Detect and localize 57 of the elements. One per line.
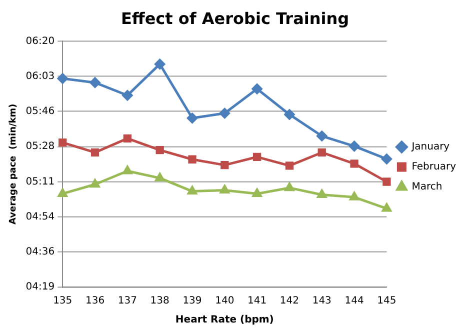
x-tick-label: 141 [248,296,267,307]
point [349,140,360,152]
y-tick-label: 05:11 [26,176,55,188]
point [381,154,392,164]
point [285,162,294,170]
point [154,58,166,70]
point [382,203,392,212]
point [252,84,262,94]
point [123,134,132,143]
point [382,178,391,186]
point [122,90,133,101]
y-tick-label: 06:20 [26,36,55,47]
point [156,146,164,154]
point [350,192,359,200]
x-tick-label: 135 [53,296,72,307]
chart-title: Effect of Aerobic Training [120,8,350,28]
legend-label: January [410,142,450,153]
legend-label: February [412,162,456,173]
point [57,73,68,84]
point [186,112,198,124]
point [90,77,100,88]
point [155,172,165,182]
y-tick-label: 05:46 [26,106,55,118]
point [220,160,229,170]
point [252,188,262,197]
y-tick-label: 04:54 [26,211,55,222]
point [284,109,295,120]
point [284,182,294,192]
point [58,138,67,147]
point [219,108,230,119]
point [318,148,326,157]
x-tick-label: 138 [150,296,170,307]
x-tick-label: 140 [215,296,234,307]
x-tick-label: 139 [182,296,202,307]
point [220,185,230,194]
point [316,130,328,142]
x-tick-label: 143 [312,296,332,307]
y-tick-label: 04:36 [26,246,55,258]
point [58,188,68,197]
x-axis-title: Heart Rate (bpm) [175,314,274,326]
x-tick-label: 142 [280,296,300,307]
y-tick-label: 05:28 [26,141,55,152]
point [317,189,327,198]
point [122,166,132,174]
legend-label: March [412,182,442,193]
x-tick-label: 136 [85,296,105,307]
point [90,148,100,157]
point [350,160,358,168]
x-tick-label: 145 [377,296,396,307]
x-tick-label: 137 [118,296,137,307]
y-tick-label: 06:03 [26,70,55,82]
point [90,179,100,188]
y-tick-label: 04:19 [26,282,55,293]
point [252,152,262,162]
point [188,155,196,164]
x-tick-label: 144 [344,296,364,307]
y-axis-title: Average pace (min/km) [8,104,19,224]
